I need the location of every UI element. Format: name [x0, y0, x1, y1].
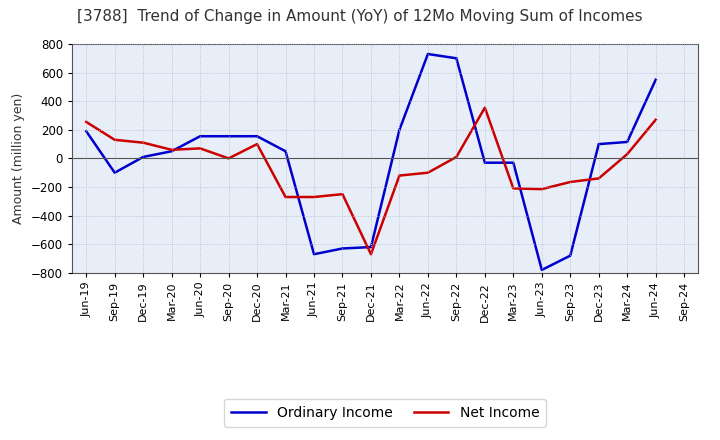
Ordinary Income	[338, 246, 347, 251]
Ordinary Income	[82, 128, 91, 134]
Ordinary Income	[395, 127, 404, 132]
Ordinary Income	[452, 55, 461, 61]
Ordinary Income	[282, 149, 290, 154]
Net Income	[652, 117, 660, 122]
Ordinary Income	[595, 141, 603, 147]
Net Income	[196, 146, 204, 151]
Ordinary Income	[537, 267, 546, 272]
Net Income	[139, 140, 148, 145]
Ordinary Income	[139, 154, 148, 160]
Net Income	[623, 151, 631, 157]
Ordinary Income	[253, 134, 261, 139]
Net Income	[282, 194, 290, 200]
Ordinary Income	[566, 253, 575, 258]
Net Income	[82, 119, 91, 125]
Net Income	[167, 147, 176, 153]
Net Income	[452, 154, 461, 160]
Net Income	[537, 187, 546, 192]
Ordinary Income	[167, 149, 176, 154]
Line: Ordinary Income: Ordinary Income	[86, 54, 656, 270]
Net Income	[595, 176, 603, 181]
Y-axis label: Amount (million yen): Amount (million yen)	[12, 93, 25, 224]
Ordinary Income	[423, 51, 432, 57]
Net Income	[338, 191, 347, 197]
Ordinary Income	[196, 134, 204, 139]
Net Income	[110, 137, 119, 143]
Ordinary Income	[652, 77, 660, 82]
Net Income	[423, 170, 432, 175]
Ordinary Income	[366, 245, 375, 250]
Net Income	[366, 252, 375, 257]
Ordinary Income	[310, 252, 318, 257]
Net Income	[509, 186, 518, 191]
Legend: Ordinary Income, Net Income: Ordinary Income, Net Income	[225, 399, 546, 427]
Net Income	[566, 180, 575, 185]
Net Income	[225, 156, 233, 161]
Text: [3788]  Trend of Change in Amount (YoY) of 12Mo Moving Sum of Incomes: [3788] Trend of Change in Amount (YoY) o…	[77, 9, 643, 24]
Line: Net Income: Net Income	[86, 108, 656, 254]
Ordinary Income	[623, 139, 631, 145]
Ordinary Income	[509, 160, 518, 165]
Ordinary Income	[480, 160, 489, 165]
Net Income	[253, 141, 261, 147]
Ordinary Income	[110, 170, 119, 175]
Net Income	[480, 105, 489, 110]
Ordinary Income	[225, 134, 233, 139]
Net Income	[310, 194, 318, 200]
Net Income	[395, 173, 404, 178]
